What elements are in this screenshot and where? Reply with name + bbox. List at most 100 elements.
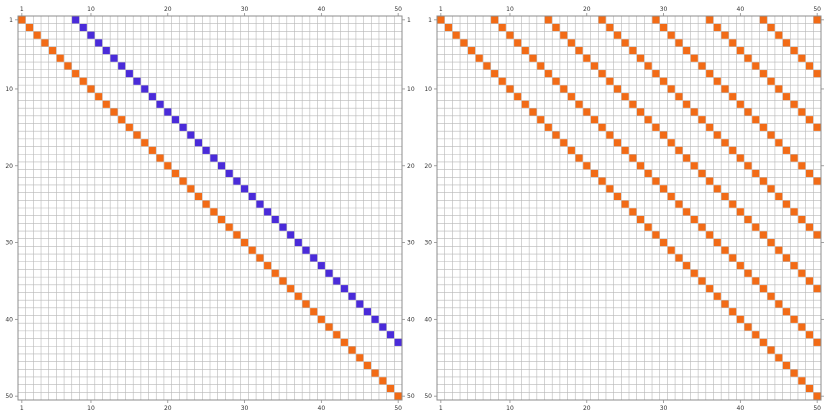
matrix-cell xyxy=(790,154,798,162)
matrix-cell xyxy=(514,93,522,101)
matrix-cell xyxy=(302,300,310,308)
y-tick-label-right: 1 xyxy=(407,17,411,24)
matrix-cell xyxy=(752,331,760,339)
matrix-cell xyxy=(798,54,806,62)
matrix-cell xyxy=(279,277,287,285)
matrix-cell xyxy=(179,123,187,131)
plot-frame xyxy=(436,15,822,401)
matrix-cell xyxy=(552,131,560,139)
matrix-cell xyxy=(317,315,325,323)
matrix-cell xyxy=(798,108,806,116)
matrix-cell xyxy=(164,162,172,170)
matrix-cell xyxy=(491,70,499,78)
matrix-cell xyxy=(606,23,614,32)
matrix-cell xyxy=(675,93,683,101)
matrix-cell xyxy=(379,323,387,331)
matrix-cell xyxy=(744,54,752,62)
matrix-cell xyxy=(713,77,721,85)
matrix-cell xyxy=(256,254,264,262)
matrix-cell xyxy=(706,177,714,185)
matrix-cell xyxy=(775,139,783,147)
matrix-cell xyxy=(217,162,226,170)
matrix-cell xyxy=(721,139,729,147)
matrix-cell xyxy=(102,100,110,108)
matrix-cell xyxy=(683,262,691,270)
matrix-cell xyxy=(325,323,333,331)
matrix-cell xyxy=(629,100,637,108)
matrix-cell xyxy=(621,200,629,208)
matrix-cell xyxy=(629,208,637,216)
matrix-cell xyxy=(752,116,760,124)
matrix-cell xyxy=(498,23,506,32)
matrix-cell xyxy=(775,31,783,39)
x-tick-label-top: 30 xyxy=(660,6,668,13)
matrix-cell xyxy=(675,146,683,154)
matrix-cell xyxy=(575,100,583,108)
matrix-cell xyxy=(805,62,814,70)
matrix-cell xyxy=(444,23,453,32)
matrix-cell xyxy=(706,285,714,293)
matrix-cell xyxy=(729,146,737,154)
x-tick-label-top: 50 xyxy=(813,6,821,13)
matrix-cell xyxy=(736,262,744,270)
matrix-cell xyxy=(156,100,164,108)
x-tick-label-bottom: 10 xyxy=(87,405,95,410)
matrix-cell xyxy=(690,162,698,170)
matrix-cell xyxy=(813,16,821,24)
matrix-cell xyxy=(498,77,506,85)
matrix-cell xyxy=(202,146,210,154)
x-tick-label-top: 40 xyxy=(318,6,326,13)
matrix-cell xyxy=(721,192,729,201)
matrix-cell xyxy=(241,185,249,193)
matrix-cell xyxy=(767,185,775,193)
matrix-cell xyxy=(544,16,552,24)
matrix-cell xyxy=(759,285,767,293)
matrix-cell xyxy=(613,139,622,147)
matrix-cell xyxy=(798,162,806,170)
matrix-cell xyxy=(706,231,714,239)
matrix-cell xyxy=(805,116,814,124)
matrix-cell xyxy=(133,77,141,85)
matrix-cell xyxy=(544,123,552,131)
matrix-cell xyxy=(660,23,668,32)
matrix-cell xyxy=(621,39,629,47)
matrix-cell xyxy=(348,292,356,300)
matrix-cell xyxy=(521,100,529,108)
matrix-cell xyxy=(87,31,95,39)
matrix-cell xyxy=(667,139,675,147)
matrix-cell xyxy=(798,377,806,385)
matrix-cell xyxy=(102,47,110,55)
matrix-cell xyxy=(598,123,606,131)
matrix-cell xyxy=(567,39,575,47)
matrix-cell xyxy=(118,116,126,124)
x-tick-label-bottom: 30 xyxy=(660,405,668,410)
matrix-cell xyxy=(95,39,103,47)
matrix-cell xyxy=(537,62,545,70)
matrix-cell xyxy=(744,162,752,170)
matrix-cell xyxy=(644,62,652,70)
matrix-cell xyxy=(775,85,783,93)
matrix-cell xyxy=(713,185,721,193)
matrix-cell xyxy=(775,246,783,254)
matrix-cell xyxy=(621,93,629,101)
matrix-cell xyxy=(744,269,752,277)
matrix-cell xyxy=(248,246,256,254)
matrix-cell xyxy=(767,23,775,32)
matrix-cell xyxy=(294,292,302,300)
y-tick-label-left: 50 xyxy=(5,393,13,400)
matrix-cell xyxy=(675,200,683,208)
matrix-cell xyxy=(752,223,760,231)
matrix-cell xyxy=(721,31,729,39)
matrix-cell xyxy=(233,177,241,185)
matrix-cell xyxy=(125,123,133,131)
matrix-cell xyxy=(752,62,760,70)
matrix-cell xyxy=(386,331,395,339)
x-tick-label-bottom: 20 xyxy=(164,405,172,410)
matrix-cell xyxy=(575,47,583,55)
x-tick-label-bottom: 20 xyxy=(583,405,591,410)
matrix-cell xyxy=(652,123,660,131)
x-tick-label-top: 1 xyxy=(439,6,443,13)
matrix-cell xyxy=(529,108,537,116)
matrix-cell xyxy=(567,93,575,101)
